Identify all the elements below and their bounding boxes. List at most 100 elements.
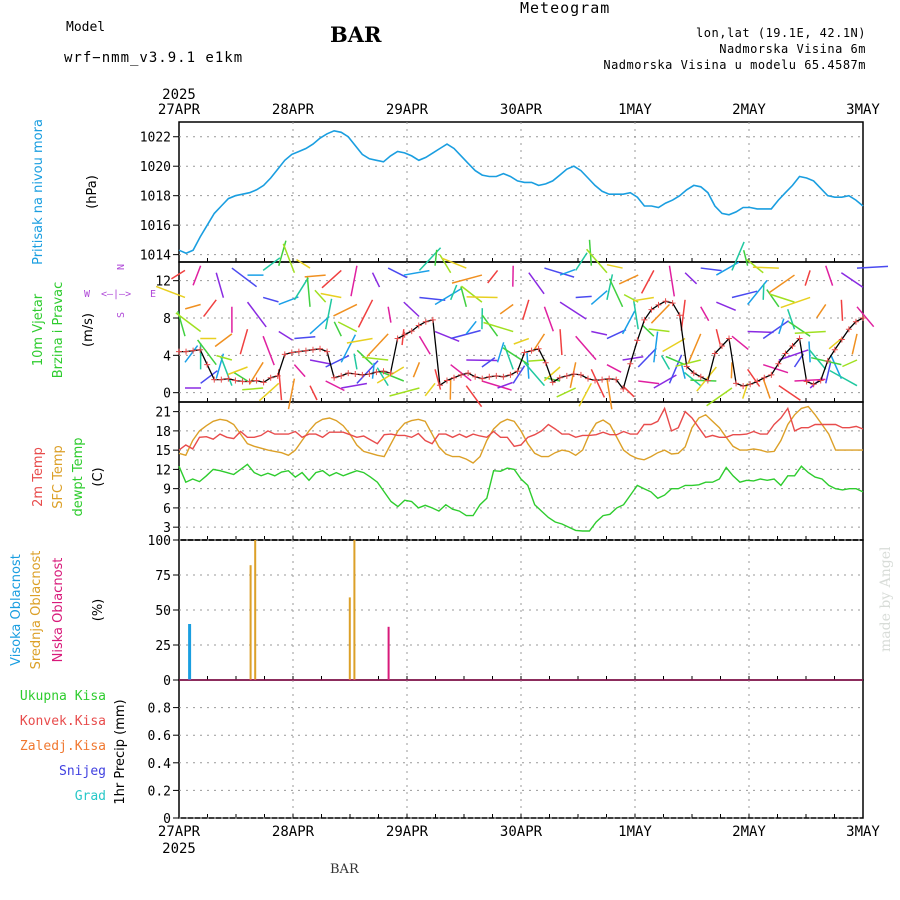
wind-marker: [295, 348, 302, 355]
wind-barb: [465, 385, 483, 408]
wind-barb: [155, 285, 186, 299]
wind-barb: [586, 248, 608, 274]
wind-barb: [258, 382, 280, 402]
wind-marker: [669, 300, 676, 307]
wind-marker: [493, 372, 500, 379]
wind-barb: [215, 272, 225, 298]
wind-barb: [197, 339, 217, 366]
model-elevation-label: Nadmorska Visina u modelu 65.4587m: [603, 58, 866, 72]
x-label-bottom: 29APR: [386, 824, 429, 840]
wind-marker: [775, 360, 782, 367]
wind-marker: [514, 368, 521, 375]
wind-barb: [320, 292, 342, 299]
x-label-bottom: 30APR: [500, 824, 543, 840]
wind-marker: [415, 322, 422, 329]
wind-barb: [851, 333, 858, 355]
wind-barb: [606, 274, 614, 300]
wind-barb: [665, 355, 686, 366]
x-label-top: 28APR: [272, 102, 315, 118]
pressure-line: [178, 129, 864, 255]
wind-barb: [641, 324, 655, 337]
wind-marker: [176, 348, 182, 355]
wind-barb: [575, 295, 592, 299]
wind-ylabel-2: (m/s): [81, 313, 96, 347]
cloud-ytick-label: 75: [155, 569, 171, 584]
x-label-bottom: 1MAY: [618, 824, 652, 840]
wind-barb: [608, 278, 624, 308]
wind-marker: [472, 373, 479, 380]
cloud-ytick-label: 0: [163, 674, 171, 689]
temperature-ytick-label: 9: [163, 483, 171, 498]
wind-marker: [634, 337, 641, 344]
wind-marker: [641, 316, 648, 323]
wind-barb: [439, 254, 452, 274]
precip-legend-3: Snijeg: [59, 764, 106, 779]
wind-barb: [730, 362, 733, 379]
pressure-ylabel-0: Pritisak na nivou mora: [31, 119, 46, 265]
wind-barb: [278, 240, 287, 266]
wind-marker: [302, 347, 309, 354]
wind-barb: [640, 270, 655, 294]
wind-marker: [845, 326, 852, 333]
wind-barb: [696, 366, 717, 392]
wind-marker: [655, 301, 662, 308]
wind-barb: [528, 272, 545, 295]
x-label-bottom: 28APR: [272, 824, 315, 840]
wind-marker: [676, 312, 683, 319]
wind-barb: [731, 290, 758, 299]
wind-marker: [359, 371, 366, 378]
wind-marker: [408, 328, 415, 335]
wind-barb: [637, 347, 657, 368]
wind-marker: [458, 371, 465, 378]
wind-barb: [521, 299, 530, 321]
wind-barb: [460, 285, 483, 303]
wind-barb: [513, 337, 530, 345]
wind-barb: [606, 329, 627, 340]
wind-barb: [648, 328, 670, 333]
wind-barb: [481, 380, 512, 391]
wind-barb: [762, 378, 771, 399]
wind-barb: [590, 290, 608, 306]
wind-barb: [171, 269, 186, 280]
temperature-ytick-label: 3: [163, 521, 171, 536]
wind-barb: [632, 296, 654, 302]
wind-marker: [338, 372, 345, 379]
temp-ylabel-2: dewpt Temp: [71, 437, 86, 516]
wind-marker: [232, 377, 239, 384]
wind-marker: [592, 377, 599, 384]
wind-marker: [394, 335, 401, 342]
wind-barb: [622, 355, 644, 361]
wind-marker: [733, 380, 740, 387]
wind-barb: [769, 293, 795, 303]
wind-barb: [481, 314, 499, 337]
wind-barb: [466, 296, 498, 299]
precipitation-ytick-label: 0.2: [148, 784, 171, 799]
precip-legend-4: Grad: [75, 789, 106, 804]
wind-barb: [325, 380, 345, 392]
wind-barb: [314, 289, 327, 303]
wind-barb: [680, 299, 686, 331]
wind-barb: [590, 369, 606, 398]
wind-barb: [451, 274, 483, 284]
wind-barb: [543, 306, 555, 332]
wind-barb: [606, 364, 622, 373]
wind-barb: [742, 250, 749, 266]
compass-n: N: [116, 264, 127, 270]
wind-barb: [741, 383, 749, 399]
wind-barb: [653, 331, 659, 363]
pressure-ytick-label: 1022: [140, 131, 171, 146]
wind-marker: [690, 370, 697, 377]
wind-marker: [451, 374, 458, 381]
wind-marker: [556, 374, 563, 381]
station-title: BAR: [330, 22, 382, 47]
wind-barb: [856, 265, 889, 269]
cloud-ylabel-1: Srednja Oblacnost: [29, 551, 44, 670]
wind-barb: [830, 354, 843, 379]
wind-barb: [309, 385, 318, 401]
wind-marker: [211, 376, 218, 383]
wind-barb: [371, 272, 381, 288]
wind-barb: [575, 252, 588, 271]
compass-w: W: [84, 289, 91, 300]
wind-barb: [282, 243, 296, 274]
